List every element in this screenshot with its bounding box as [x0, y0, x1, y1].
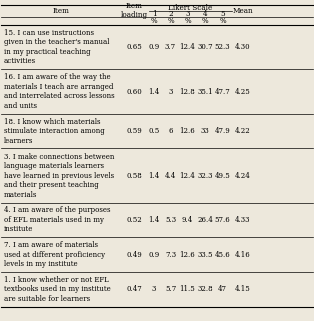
Text: 4.25: 4.25	[235, 88, 250, 96]
Text: 30.7: 30.7	[197, 43, 213, 51]
Text: 3: 3	[168, 88, 173, 96]
Text: 4.24: 4.24	[235, 171, 250, 179]
Text: 4.33: 4.33	[235, 216, 250, 224]
Text: 0.60: 0.60	[126, 88, 142, 96]
Text: 2: 2	[168, 10, 173, 18]
Text: Mean: Mean	[232, 7, 253, 15]
Text: 0.52: 0.52	[126, 216, 142, 224]
Text: 0.49: 0.49	[126, 251, 142, 259]
Text: %: %	[184, 17, 191, 25]
Text: 1. I know whether or not EFL
textbooks used in my institute
are suitable for lea: 1. I know whether or not EFL textbooks u…	[4, 276, 111, 303]
Text: %: %	[167, 17, 174, 25]
Text: 0.58: 0.58	[126, 171, 142, 179]
Text: 12.4: 12.4	[180, 171, 195, 179]
Text: 9.4: 9.4	[182, 216, 193, 224]
Text: 4. I am aware of the purposes
of EFL materials used in my
institute: 4. I am aware of the purposes of EFL mat…	[4, 206, 111, 233]
Text: 4.16: 4.16	[235, 251, 250, 259]
Text: 11.5: 11.5	[180, 285, 195, 293]
Text: 4.15: 4.15	[235, 285, 250, 293]
Text: 0.9: 0.9	[149, 43, 160, 51]
Text: 26.4: 26.4	[197, 216, 213, 224]
Text: 32.3: 32.3	[197, 171, 213, 179]
Text: 45.6: 45.6	[215, 251, 230, 259]
Text: 3.7: 3.7	[165, 43, 176, 51]
Text: 0.59: 0.59	[126, 127, 142, 135]
Text: %: %	[151, 17, 158, 25]
Text: 49.5: 49.5	[215, 171, 230, 179]
Text: 57.6: 57.6	[215, 216, 230, 224]
Text: 35.1: 35.1	[197, 88, 213, 96]
Text: 4.22: 4.22	[235, 127, 250, 135]
Text: %: %	[219, 17, 226, 25]
Text: Likert Scale: Likert Scale	[168, 4, 213, 12]
Text: Item: Item	[53, 7, 70, 15]
Text: 3: 3	[152, 285, 156, 293]
Text: 0.47: 0.47	[126, 285, 142, 293]
Text: 52.3: 52.3	[215, 43, 230, 51]
Text: 0.5: 0.5	[149, 127, 160, 135]
Text: 4.30: 4.30	[235, 43, 250, 51]
Text: 3: 3	[185, 10, 190, 18]
Text: 3. I make connections between
language materials learners
have learned in previo: 3. I make connections between language m…	[4, 152, 115, 198]
Text: 12.6: 12.6	[180, 127, 195, 135]
Text: 12.8: 12.8	[180, 88, 195, 96]
Text: 16. I am aware of the way the
materials I teach are arranged
and interrelated ac: 16. I am aware of the way the materials …	[4, 73, 115, 110]
Text: %: %	[202, 17, 208, 25]
Text: Item
loading: Item loading	[121, 2, 148, 19]
Text: 12.6: 12.6	[180, 251, 195, 259]
Text: 12.4: 12.4	[180, 43, 195, 51]
Text: 0.65: 0.65	[126, 43, 142, 51]
Text: 47.7: 47.7	[215, 88, 230, 96]
Text: 47.9: 47.9	[215, 127, 230, 135]
Text: 5: 5	[220, 10, 225, 18]
Text: 4: 4	[203, 10, 207, 18]
Text: 18. I know which materials
stimulate interaction among
learners: 18. I know which materials stimulate int…	[4, 117, 105, 144]
Text: 1: 1	[152, 10, 157, 18]
Text: 1.4: 1.4	[149, 216, 160, 224]
Text: 7.3: 7.3	[165, 251, 176, 259]
Text: 5.3: 5.3	[165, 216, 176, 224]
Text: 4.4: 4.4	[165, 171, 176, 179]
Text: 6: 6	[168, 127, 173, 135]
Text: 1.4: 1.4	[149, 88, 160, 96]
Text: 7. I am aware of materials
used at different proficiency
levels in my institute: 7. I am aware of materials used at diffe…	[4, 241, 105, 268]
Text: 5.7: 5.7	[165, 285, 176, 293]
Text: 33: 33	[201, 127, 209, 135]
Text: 15. I can use instructions
given in the teacher's manual
in my practical teachin: 15. I can use instructions given in the …	[4, 29, 110, 65]
Text: 47: 47	[218, 285, 227, 293]
Text: 33.5: 33.5	[197, 251, 213, 259]
Text: 32.8: 32.8	[197, 285, 213, 293]
Text: 1.4: 1.4	[149, 171, 160, 179]
Text: 0.9: 0.9	[149, 251, 160, 259]
